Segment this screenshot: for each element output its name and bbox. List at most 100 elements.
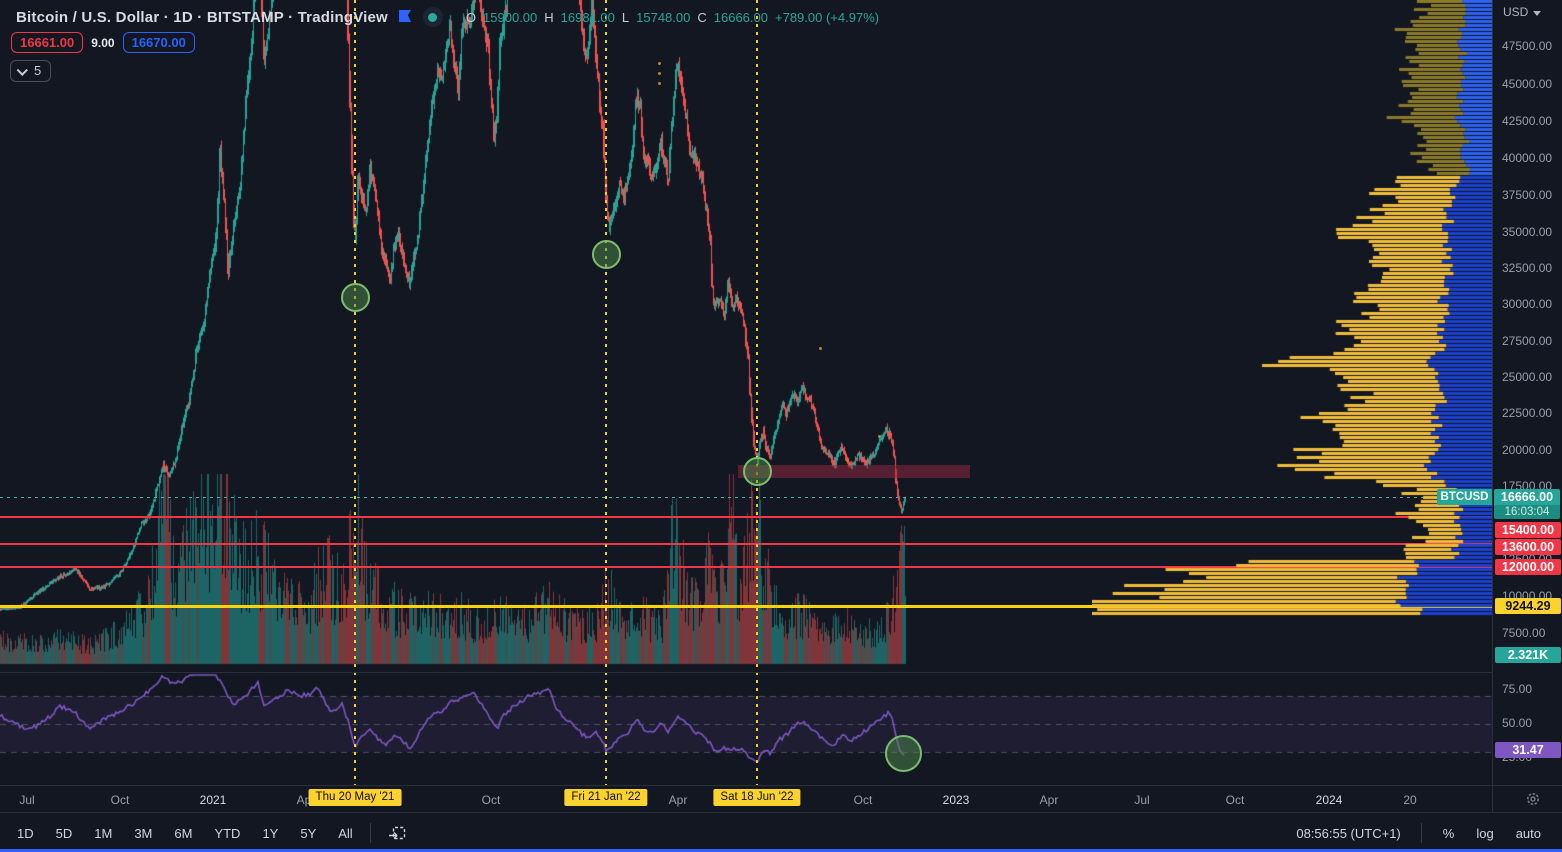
range-button-5y[interactable]: 5Y <box>291 822 325 845</box>
price-tick: 7500.00 <box>1502 626 1546 640</box>
time-tick: Oct <box>110 793 130 807</box>
auto-scale-button[interactable]: auto <box>1507 823 1550 844</box>
event-date-label[interactable]: Fri 21 Jan '22 <box>564 789 648 806</box>
bottom-toolbar: 1D 5D 1M 3M 6M YTD 1Y 5Y All 08:56:55 (UTC+1) % … <box>0 812 1562 852</box>
marker-dot <box>819 347 822 350</box>
gear-icon[interactable] <box>1525 791 1541 812</box>
event-circle[interactable] <box>341 283 370 312</box>
calendar-arrow-icon <box>388 826 405 840</box>
close-label: C <box>697 9 707 25</box>
toolbar-divider <box>1420 823 1422 843</box>
log-scale-button[interactable]: log <box>1467 823 1502 844</box>
ohlc-values: O 15900.00 H 16981.00 L 15748.00 C 16666.00 … <box>466 10 879 25</box>
price-tick: 42500.00 <box>1502 114 1553 128</box>
price-axis[interactable]: USD 47500.00 45000.00 42500.00 40000.00 3750… <box>1492 0 1562 785</box>
bid-ask-row: 16661.00 9.00 16670.00 <box>11 32 195 53</box>
toolbar-divider <box>369 823 371 843</box>
sell-button[interactable]: 16661.00 <box>11 32 84 53</box>
event-circle[interactable] <box>885 735 922 772</box>
time-tick: 2024 <box>1315 793 1343 807</box>
bar-countdown: 16:03:04 <box>1494 505 1560 519</box>
chart-legend: Bitcoin / U.S. Dollar · 1D · BITSTAMP · … <box>16 7 879 27</box>
go-to-date-button[interactable] <box>379 821 416 845</box>
horizontal-level-line[interactable] <box>0 605 1492 608</box>
price-tick: 47500.00 <box>1502 39 1553 53</box>
stream-icon[interactable] <box>422 7 443 27</box>
price-tick: 30000.00 <box>1502 297 1553 311</box>
poc-price-label: 9244.29 <box>1495 598 1561 614</box>
volume-profile-canvas[interactable] <box>1092 0 1492 618</box>
vertical-event-line[interactable] <box>354 0 356 785</box>
high-value: 16981.00 <box>560 9 615 25</box>
currency-label: USD <box>1503 5 1529 19</box>
time-tick: Jul <box>1134 793 1150 807</box>
range-button-5d[interactable]: 5D <box>47 822 82 845</box>
horizontal-level-line[interactable] <box>0 543 1492 545</box>
marker-dot <box>658 82 661 85</box>
time-tick: Oct <box>1225 793 1245 807</box>
range-button-3m[interactable]: 3M <box>125 822 161 845</box>
time-tick: Apr <box>1039 793 1059 807</box>
price-tick: 25000.00 <box>1502 370 1553 384</box>
price-tick: 22500.00 <box>1502 406 1553 420</box>
support-zone-rectangle[interactable] <box>738 465 970 478</box>
indicators-collapse-button[interactable]: 5 <box>10 60 52 82</box>
low-label: L <box>621 9 630 25</box>
chevron-down-icon <box>1533 10 1542 16</box>
range-button-ytd[interactable]: YTD <box>205 822 249 845</box>
price-tick: 37500.00 <box>1502 188 1553 202</box>
time-tick: Apr <box>668 793 688 807</box>
marker-dot <box>658 72 661 75</box>
chevron-down-icon <box>16 64 28 76</box>
percent-scale-button[interactable]: % <box>1434 823 1464 844</box>
current-price-line[interactable] <box>0 497 1492 499</box>
event-circle[interactable] <box>743 457 772 486</box>
event-date-label[interactable]: Sat 18 Jun '22 <box>713 789 801 806</box>
horizontal-level-line[interactable] <box>0 516 1492 518</box>
range-button-1m[interactable]: 1M <box>85 822 121 845</box>
time-tick: 20 <box>1403 793 1417 807</box>
range-button-6m[interactable]: 6M <box>165 822 201 845</box>
price-tick: 27500.00 <box>1502 334 1553 348</box>
symbol-title[interactable]: Bitcoin / U.S. Dollar · 1D · BITSTAMP · … <box>16 8 388 26</box>
change-value: +789.00 (+4.97%) <box>775 9 880 25</box>
clock-timezone[interactable]: 08:56:55 (UTC+1) <box>1296 825 1401 841</box>
rsi-value-label: 31.47 <box>1495 742 1561 758</box>
vertical-event-line[interactable] <box>605 0 607 785</box>
indicators-count: 5 <box>34 63 42 78</box>
range-button-1d[interactable]: 1D <box>8 822 43 845</box>
open-label: O <box>465 9 477 25</box>
time-axis[interactable]: Jul Oct 2021 Apr Oct Apr Oct 2023 Apr Jul Oct 2024 2… <box>0 785 1492 813</box>
volume-value-label: 2.321K <box>1495 647 1561 663</box>
event-date-label[interactable]: Thu 20 May '21 <box>308 789 402 806</box>
time-tick: Oct <box>481 793 501 807</box>
open-value: 15900.00 <box>483 9 538 25</box>
level-price-label: 12000.00 <box>1495 559 1561 575</box>
last-price-value: 16666.00 <box>1494 489 1560 505</box>
range-button-1y[interactable]: 1Y <box>253 822 287 845</box>
horizontal-level-line[interactable] <box>0 566 1492 568</box>
time-tick: Oct <box>853 793 873 807</box>
time-tick: 2023 <box>942 793 970 807</box>
price-tick: 20000.00 <box>1502 443 1553 457</box>
price-tick: 45000.00 <box>1502 77 1553 91</box>
axis-settings-corner <box>1492 785 1562 813</box>
rsi-tick: 50.00 <box>1502 716 1533 730</box>
low-value: 15748.00 <box>636 9 691 25</box>
price-tick: 35000.00 <box>1502 225 1553 239</box>
price-tick: 40000.00 <box>1502 151 1553 165</box>
flag-icon[interactable] <box>397 9 414 25</box>
rsi-tick: 75.00 <box>1502 682 1533 696</box>
range-selector: 1D 5D 1M 3M 6M YTD 1Y 5Y All <box>8 822 362 845</box>
event-circle[interactable] <box>592 240 621 269</box>
price-tick: 32500.00 <box>1502 261 1553 275</box>
currency-dropdown[interactable]: USD <box>1503 5 1542 19</box>
window-bottom-edge <box>0 849 1562 852</box>
pane-separator[interactable] <box>0 672 1492 673</box>
vertical-event-line[interactable] <box>756 0 758 785</box>
range-button-all[interactable]: All <box>329 822 361 845</box>
marker-dot <box>878 435 881 438</box>
close-value: 16666.00 <box>713 9 768 25</box>
buy-button[interactable]: 16670.00 <box>122 32 195 53</box>
